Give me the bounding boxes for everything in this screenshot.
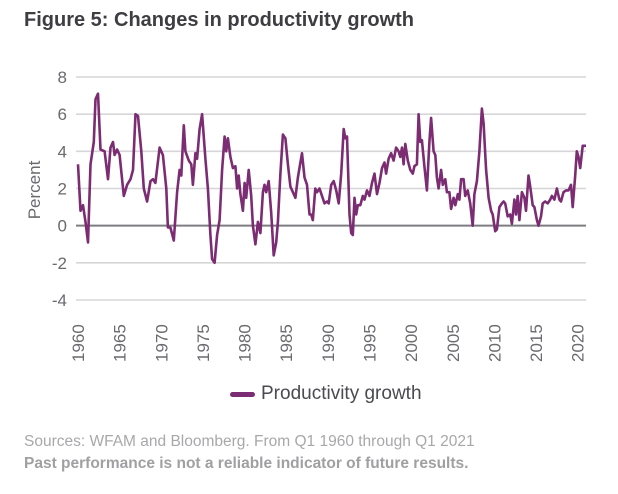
y-tick-label: 2 [58,180,67,199]
disclaimer-note: Past performance is not a reliable indic… [24,455,469,472]
x-tick-label: 2005 [444,324,463,362]
source-note: Sources: WFAM and Bloomberg. From Q1 196… [24,433,475,450]
x-tick-label: 2020 [569,324,588,362]
legend: Productivity growth [230,383,422,405]
y-axis-label: Percent [25,160,44,219]
x-tick-label: 1980 [236,324,255,362]
legend-label-productivity-growth: Productivity growth [261,383,422,404]
series-group [76,92,586,265]
x-tick-label: 1975 [194,324,213,362]
chart-title: Figure 5: Changes in productivity growth [24,9,415,31]
x-tick-label: 1985 [277,324,296,362]
x-tick-label: 2000 [402,324,421,362]
x-tick-label: 1995 [360,324,379,362]
x-tick-label: 1990 [319,324,338,362]
x-axis-ticks: 1960 1965 1970 1975 1980 1985 1990 1995 2000 2005… [69,324,588,362]
y-tick-label: 0 [58,217,67,236]
y-tick-label: 4 [58,142,67,161]
legend-swatch-productivity-growth [230,391,255,397]
x-tick-label: 1970 [152,324,171,362]
y-tick-label: -2 [52,254,67,273]
series-line-productivity-growth [76,92,586,265]
y-tick-label: -4 [52,291,67,310]
y-tick-label: 8 [58,68,67,87]
x-tick-label: 1960 [69,324,88,362]
y-tick-label: 6 [58,105,67,124]
x-tick-label: 2015 [527,324,546,362]
y-axis-ticks: 8 6 4 2 0 -2 -4 [52,68,67,310]
x-tick-label: 1965 [111,324,130,362]
x-tick-label: 2010 [485,324,504,362]
